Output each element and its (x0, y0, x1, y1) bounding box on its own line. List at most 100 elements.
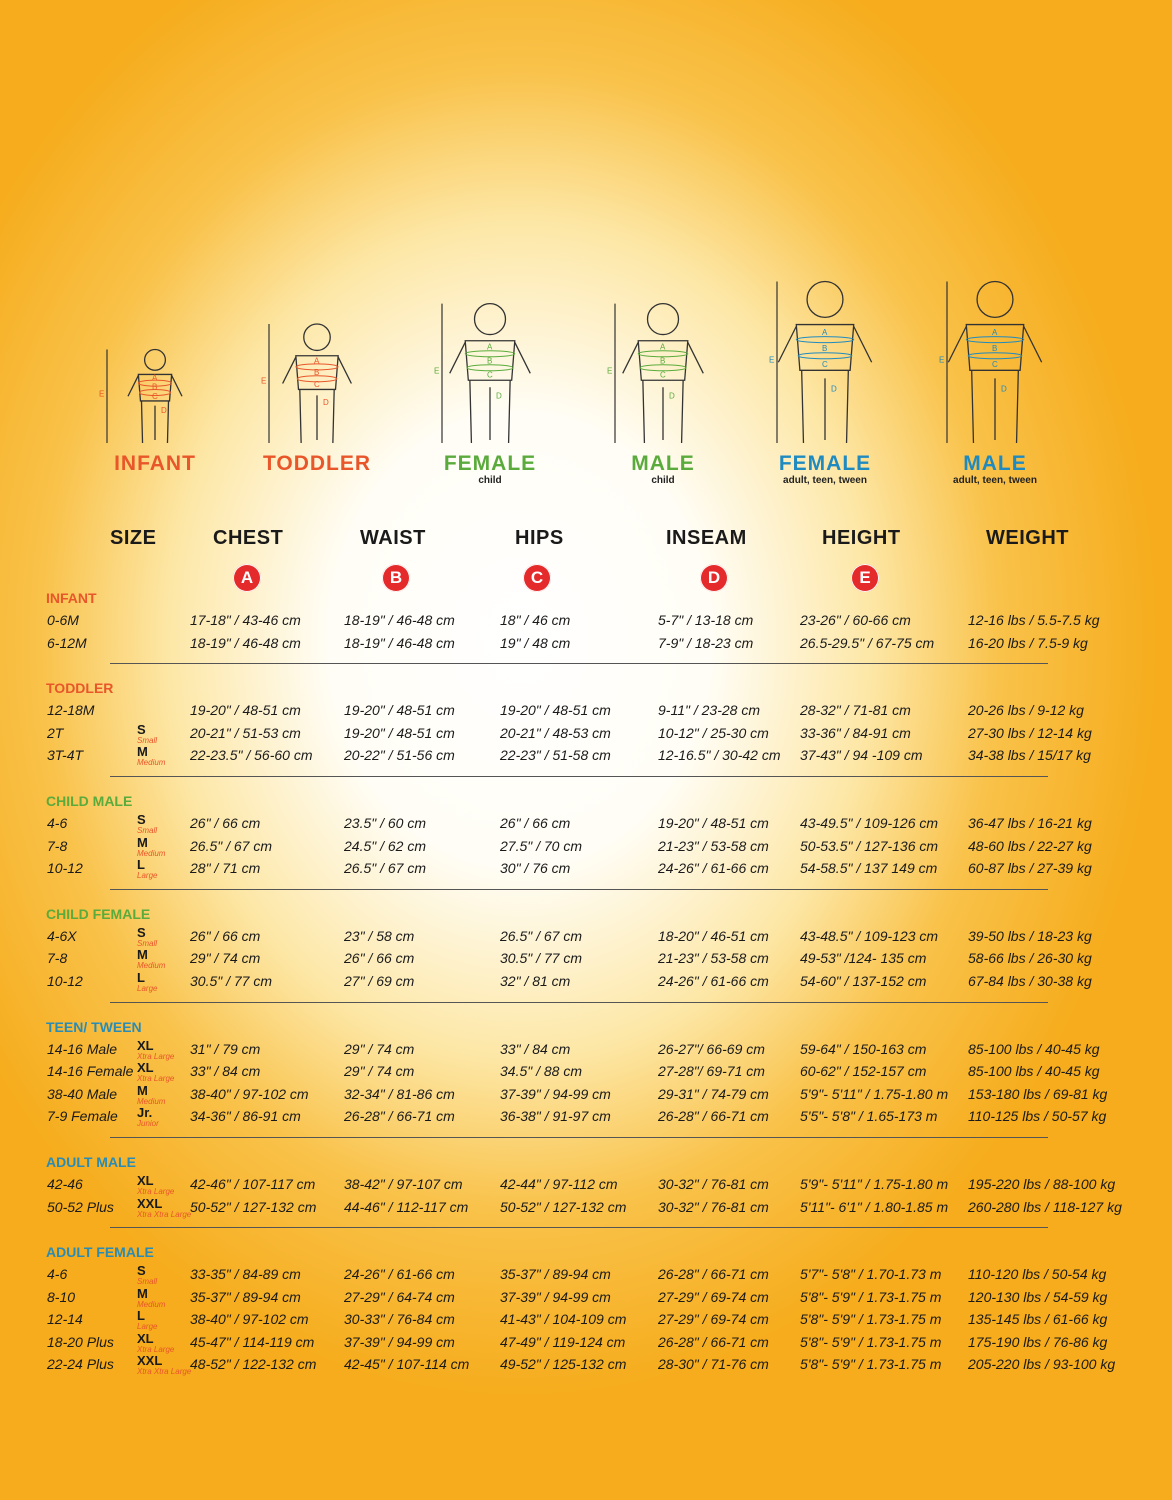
section-infant: INFANT 0-6M 17-18" / 43-46 cm 18-19" / 46-4… (0, 587, 1172, 665)
waist-value: 19-20" / 48-51 cm (344, 724, 455, 741)
waist-value: 23" / 58 cm (344, 927, 415, 944)
size-label: 3T-4T (47, 747, 84, 764)
waist-value: 23.5" / 60 cm (344, 814, 427, 831)
height-value: 5'8"- 5'9" / 1.73-1.75 m (800, 1311, 942, 1328)
height-value: 5'8"- 5'9" / 1.73-1.75 m (800, 1356, 942, 1373)
figure-measure-letter: B (992, 344, 997, 353)
figure-measure-letter: C (487, 370, 493, 379)
weight-value: 20-26 lbs / 9-12 kg (968, 702, 1084, 719)
chest-marker-circle: A (233, 564, 261, 592)
table-row: 12-14 L Large 38-40" / 97-102 cm 30-33" / 76… (0, 1308, 1172, 1331)
size-letter: S Small (137, 925, 157, 948)
hips-value: 32" / 81 cm (500, 972, 571, 989)
waist-value: 32-34" / 81-86 cm (344, 1085, 455, 1102)
table-row: 4-6 S Small 26" / 66 cm 23.5" / 60 cm 26" / 6… (0, 812, 1172, 835)
weight-value: 120-130 lbs / 54-59 kg (968, 1288, 1108, 1305)
height-value: 5'9"- 5'11" / 1.75-1.80 m (800, 1085, 949, 1102)
size-letter-code: XL (137, 1172, 154, 1188)
figures-row: E A B C D INFANT E A B C D TODDLER E A B C D FEMALE chil… (0, 255, 1172, 495)
size-letter: M Medium (137, 1082, 165, 1106)
hips-value: 41-43" / 104-109 cm (500, 1311, 627, 1328)
figure-measure-letter: B (487, 357, 492, 366)
weight-value: 175-190 lbs / 76-86 kg (968, 1333, 1108, 1350)
hips-value: 49-52" / 125-132 cm (500, 1356, 627, 1373)
size-letter: M Medium (137, 1286, 166, 1309)
figure-measure-letter: A (314, 356, 320, 365)
height-marker-circle: E (851, 564, 879, 592)
size-letter-name: Xtra Large (137, 1344, 175, 1354)
size-letter-code: M (137, 947, 148, 963)
chest-value: 35-37" / 89-94 cm (190, 1288, 301, 1305)
size-letter: M Medium (137, 744, 166, 768)
size-table: INFANT 0-6M 17-18" / 43-46 cm 18-19" / 46-4… (0, 587, 1172, 1376)
size-label: 42-46 (47, 1175, 83, 1192)
hips-value: 27.5" / 70 cm (500, 837, 583, 854)
size-letter: XL Xtra Large (137, 1172, 174, 1196)
figure-measure-letter: C (314, 380, 320, 389)
inseam-value: 30-32" / 76-81 cm (658, 1198, 769, 1215)
inseam-value: 26-28" / 66-71 cm (658, 1333, 769, 1350)
section-toddler: TODDLER 12-18M 19-20" / 48-51 cm 19-20" / 4… (0, 677, 1172, 777)
section-child-female: CHILD FEMALE 4-6X S Small 26" / 66 cm 23" / 5… (0, 903, 1172, 1003)
chest-value: 33" / 84 cm (190, 1063, 261, 1080)
header-size: SIZE (110, 527, 157, 549)
figure-infant-0: E A B C D INFANT (70, 255, 240, 495)
figure-measure-letter: C (992, 360, 998, 369)
table-row: 22-24 Plus XXL Xtra Xtra Large 48-52" / 122… (0, 1353, 1172, 1376)
figure-measure-letter: B (660, 357, 665, 366)
figure-measure-letter: E (434, 366, 439, 375)
size-label: 22-24 Plus (47, 1356, 114, 1373)
table-row: 3T-4T M Medium 22-23.5" / 56-60 cm 20-22" / … (0, 744, 1172, 767)
figure-label: TODDLER (262, 452, 372, 475)
size-label: 10-12 (47, 860, 83, 877)
size-label: 4-6X (47, 927, 77, 944)
child-male-figure-icon: E ABC D (607, 302, 704, 444)
size-letter: L Large (137, 1308, 157, 1331)
height-value: 43-49.5" / 109-126 cm (800, 814, 939, 831)
size-letter-name: Medium (137, 1299, 166, 1309)
size-letter-code: XL (137, 1330, 154, 1346)
weight-value: 39-50 lbs / 18-23 kg (968, 927, 1092, 944)
waist-value: 42-45" / 107-114 cm (344, 1356, 470, 1373)
size-letter-name: Medium (137, 848, 166, 858)
section-divider (110, 663, 1048, 665)
size-letter-code: L (137, 1308, 145, 1324)
weight-value: 36-47 lbs / 16-21 kg (968, 814, 1092, 831)
section-title: TODDLER (46, 680, 114, 697)
figure-measure-letter: E (261, 377, 266, 386)
size-letter-code: XL (137, 1060, 154, 1076)
figure-measure-letter: D (161, 406, 167, 415)
height-value: 28-32" / 71-81 cm (800, 702, 911, 719)
size-letter: XL Xtra Large (137, 1060, 174, 1083)
size-letter-code: M (137, 1082, 148, 1098)
height-value: 5'5"- 5'8" / 1.65-173 m (800, 1108, 938, 1125)
table-row: 2T S Small 20-21" / 51-53 cm 19-20" / 48-51 … (0, 722, 1172, 745)
section-teen-tween: TEEN/ TWEEN 14-16 Male XL Xtra Large 31" / 7… (0, 1016, 1172, 1138)
size-label: 14-16 Male (47, 1040, 118, 1057)
table-row: 7-9 Female Jr. Junior 34-36" / 86-91 cm 26-2… (0, 1105, 1172, 1128)
size-letter-name: Medium (137, 758, 166, 768)
figure-measure-letter: A (487, 343, 493, 352)
weight-value: 16-20 lbs / 7.5-9 kg (968, 634, 1088, 651)
weight-value: 205-220 lbs / 93-100 kg (968, 1356, 1116, 1373)
size-letter-code: M (137, 744, 148, 760)
size-label: 18-20 Plus (47, 1333, 114, 1350)
height-value: 50-53.5" / 127-136 cm (800, 837, 939, 854)
figure-measure-letter: C (822, 360, 828, 369)
height-value: 5'9"- 5'11" / 1.75-1.80 m (800, 1175, 949, 1192)
section-divider (110, 1227, 1048, 1229)
size-letter-name: Xtra Xtra Large (137, 1209, 192, 1219)
header-chest: CHEST (213, 527, 284, 549)
waist-value: 18-19" / 46-48 cm (344, 634, 455, 651)
header-hips: HIPS (515, 527, 564, 549)
size-letter: XXL Xtra Xtra Large (137, 1353, 191, 1376)
size-letter: XL Xtra Large (137, 1038, 174, 1061)
size-letter: XL Xtra Large (137, 1330, 175, 1354)
figure-measure-letter: E (939, 355, 944, 364)
waist-value: 30-33" / 76-84 cm (344, 1311, 455, 1328)
chest-value: 18-19" / 46-48 cm (190, 634, 301, 651)
figure-measure-letter: A (660, 343, 666, 352)
header-inseam: INSEAM (666, 527, 747, 549)
size-letter: L Large (137, 970, 157, 993)
figure-measure-letter: C (152, 392, 158, 401)
